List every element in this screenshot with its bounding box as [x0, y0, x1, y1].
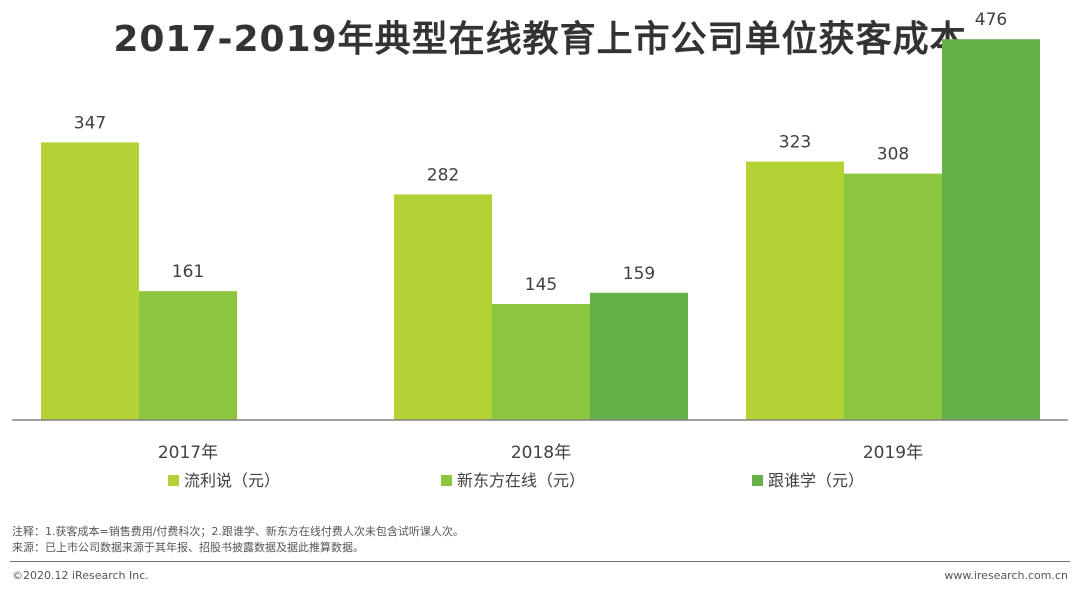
bar: [139, 291, 237, 420]
legend-label: 跟谁学（元）: [768, 471, 864, 490]
bar: [942, 39, 1040, 420]
data-label: 145: [525, 275, 557, 295]
footer-divider: [10, 561, 1070, 562]
legend-swatch: [441, 475, 452, 486]
legend-swatch: [752, 475, 763, 486]
data-label: 347: [74, 113, 106, 133]
bar-chart: 347 161 2017年 282 145 159 2018年 323 308 476 2019年流…: [12, 10, 1068, 490]
bar: [590, 292, 688, 420]
website-link[interactable]: www.iresearch.com.cn: [944, 569, 1068, 582]
notes: 注释：1.获客成本=销售费用/付费科次；2.跟谁学、新东方在线付费人次未包含试听…: [12, 524, 464, 556]
data-label: 159: [623, 264, 655, 284]
legend-label: 新东方在线（元）: [457, 471, 585, 490]
legend-swatch: [168, 475, 179, 486]
category-label: 2017年: [158, 443, 218, 463]
copyright: ©2020.12 iResearch Inc.: [12, 569, 149, 582]
bar: [746, 161, 844, 420]
data-label: 161: [172, 262, 204, 282]
data-label: 282: [427, 165, 459, 185]
bar: [41, 142, 139, 420]
category-label: 2019年: [863, 443, 923, 463]
data-label: 323: [779, 133, 811, 153]
source-line: 来源：已上市公司数据来源于其年报、招股书披露数据及据此推算数据。: [12, 541, 364, 554]
data-label: 476: [975, 10, 1007, 30]
data-label: 308: [877, 145, 909, 165]
legend-label: 流利说（元）: [184, 471, 280, 490]
chart-title: 2017-2019年典型在线教育上市公司单位获客成本: [113, 19, 967, 60]
bar: [492, 304, 590, 420]
bar: [394, 194, 492, 420]
category-label: 2018年: [511, 443, 571, 463]
note-line: 注释：1.获客成本=销售费用/付费科次；2.跟谁学、新东方在线付费人次未包含试听…: [12, 525, 464, 538]
bar: [844, 173, 942, 420]
